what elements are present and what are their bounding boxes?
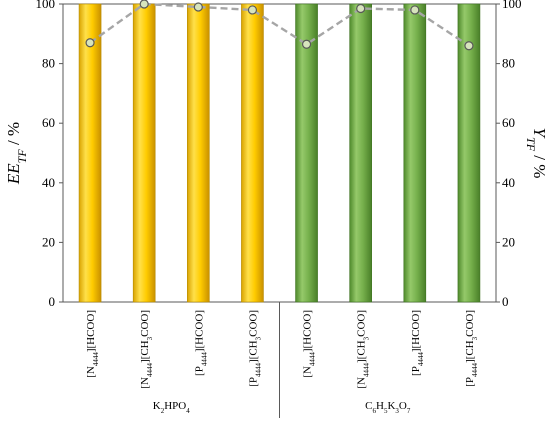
right-axis: 0 20 40 60 80 100 YTF / % [496,0,549,309]
line-series [85,0,474,51]
bar [403,3,427,303]
line-point [85,38,95,48]
line-point [410,5,420,15]
left-tick-label: 20 [42,234,55,249]
line-point [464,41,474,51]
bar [241,3,264,303]
category-label: [P4444][CH3COO] [464,310,479,387]
category-labels: [N4444][HCOO] [N4444][CH3COO] [P4444][HCOO… [85,310,479,389]
plot-border [62,3,497,303]
line-point [356,3,366,14]
bar [132,3,156,303]
right-tick-label: 20 [502,234,515,249]
bar-series [78,3,481,303]
right-tick-label: 80 [502,56,515,71]
right-axis-title: YTF / % [524,128,549,179]
left-tick-label: 40 [42,175,55,190]
right-tick-label: 60 [502,115,515,130]
right-tick-label: 0 [502,294,509,309]
left-axis: 0 20 40 60 80 100 EETF / % [4,0,63,309]
group-labels: K2HPO4 C6H5K3O7 [153,400,411,415]
category-label: [P4444][HCOO] [193,310,208,376]
plot-frame [62,3,497,418]
category-label: [P4444][CH3COO] [247,310,262,387]
category-label: [N4444][HCOO] [85,310,100,378]
line-point [247,5,258,15]
category-label: [N4444][HCOO] [302,310,317,378]
left-tick-label: 100 [36,0,56,11]
category-label: [N4444][CH3COO] [139,310,154,389]
group-label: K2HPO4 [153,400,190,415]
bar [295,3,318,303]
left-axis-title: EETF / % [4,122,29,185]
group-label: C6H5K3O7 [365,400,411,415]
line-point [139,0,149,9]
bar [349,3,372,303]
left-tick-label: 80 [42,56,55,71]
right-tick-label: 100 [502,0,522,11]
bar [457,3,481,303]
left-tick-label: 60 [42,115,55,130]
left-tick-label: 0 [49,294,56,309]
bar [78,3,102,303]
category-label: [P4444][HCOO] [410,310,425,376]
line-point [193,2,203,12]
category-label: [N4444][CH3COO] [356,310,371,389]
right-tick-label: 40 [502,175,515,190]
line-point [301,39,312,49]
bar [187,3,210,303]
